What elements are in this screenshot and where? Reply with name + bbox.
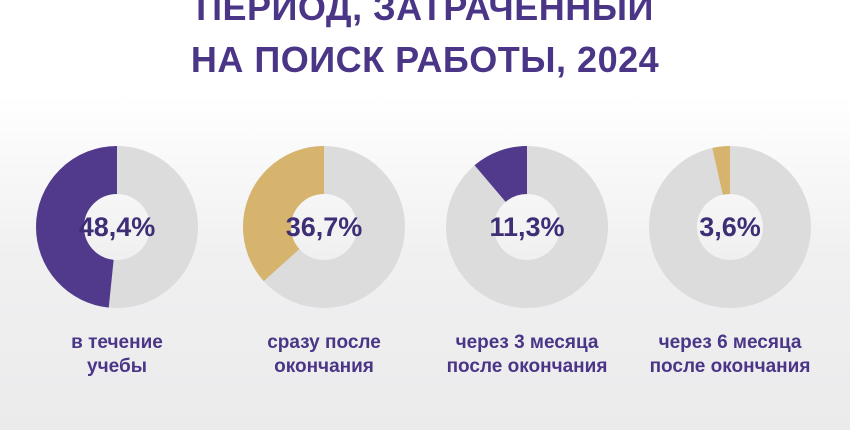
donut-percent-label: 3,6% [699, 211, 761, 242]
category-label-line: в течение [71, 332, 163, 353]
category-label-line: окончания [274, 356, 374, 377]
category-label-1: в течение учебы [7, 331, 227, 379]
category-label-line: после окончания [649, 356, 811, 377]
category-label-line: через 6 месяца [658, 332, 802, 353]
category-label-line: учебы [87, 356, 147, 377]
category-label-line: через 3 месяца [455, 332, 599, 353]
donut-arc [243, 146, 405, 308]
donut-arc [36, 146, 198, 308]
donut-percent-label: 36,7% [285, 211, 363, 242]
category-label-4: через 6 месяца после окончания [620, 331, 840, 379]
chart-title-line-1: ПЕРИОД, ЗАТРАЧЕННЫЙ [196, 0, 654, 28]
donut-chart-4: 3,6% [649, 146, 811, 308]
donut-chart-2: 36,7% [243, 146, 405, 308]
category-label-3: через 3 месяца после окончания [417, 331, 637, 379]
donut-percent-label: 48,4% [78, 211, 156, 242]
category-label-line: после окончания [446, 356, 608, 377]
donut-chart-3: 11,3% [446, 146, 608, 308]
donut-arc [446, 146, 608, 308]
donut-arc [649, 146, 811, 308]
category-label-line: сразу после [267, 332, 381, 353]
donut-chart-1: 48,4% [36, 146, 198, 308]
donut-percent-label: 11,3% [489, 211, 565, 242]
chart-title-line-2: НА ПОИСК РАБОТЫ, 2024 [190, 39, 660, 80]
category-label-2: сразу после окончания [214, 331, 434, 379]
